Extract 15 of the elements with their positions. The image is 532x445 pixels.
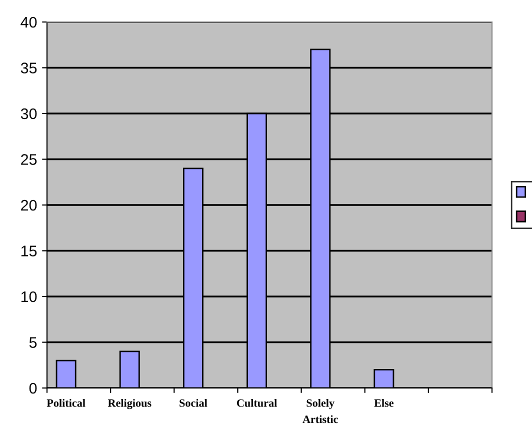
x-tick-label: Solely Artistic bbox=[302, 398, 338, 424]
x-tick-label: Else bbox=[374, 398, 394, 407]
x-tick-label: Religious bbox=[108, 398, 152, 410]
x-tick-label: Political bbox=[46, 398, 86, 407]
y-tick-label: 35 bbox=[20, 62, 37, 74]
y-tick-label: 30 bbox=[20, 108, 37, 120]
y-tick-label: 20 bbox=[21, 200, 37, 211]
y-tick-label: 10 bbox=[21, 291, 37, 302]
y-tick-label: 15 bbox=[21, 246, 37, 256]
y-tick-label: 25 bbox=[21, 154, 37, 165]
y-tick-label: 0 bbox=[29, 382, 37, 394]
y-tick-label: 5 bbox=[29, 337, 37, 348]
x-tick-label: Cultural bbox=[236, 398, 277, 407]
x-tick-label: Social bbox=[180, 398, 208, 407]
y-tick-label: 40 bbox=[20, 16, 37, 28]
